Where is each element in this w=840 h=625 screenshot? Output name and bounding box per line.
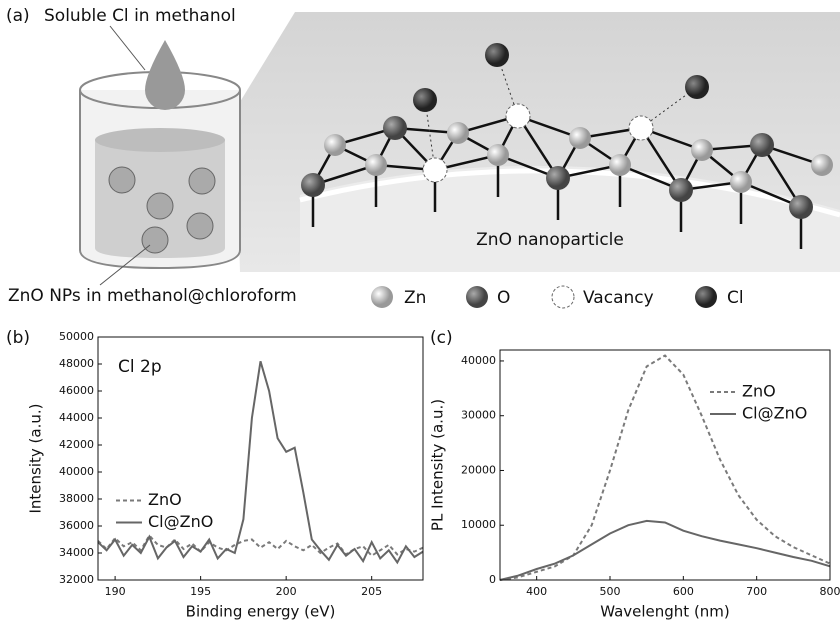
legend-label: Zn	[404, 288, 426, 308]
y-axis-label: PL Intensity (a.u.)	[429, 399, 447, 531]
y-tick-label: 50000	[59, 330, 94, 343]
series-line	[500, 521, 830, 580]
legend: Zn O Vacancy Cl	[371, 286, 744, 308]
x-tick-label: 205	[361, 585, 382, 598]
x-tick-label: 600	[673, 585, 694, 598]
particle-label: ZnO nanoparticle	[476, 230, 624, 250]
y-tick-label: 34000	[59, 546, 94, 559]
legend-label: Vacancy	[583, 288, 654, 308]
plot-frame	[500, 350, 830, 580]
legend-label: ZnO	[742, 382, 776, 401]
panel-label: (c)	[430, 328, 453, 348]
y-tick-label: 36000	[59, 519, 94, 532]
x-axis-label: Wavelenght (nm)	[600, 603, 730, 621]
droplet	[145, 40, 185, 110]
y-tick-label: 42000	[59, 438, 94, 451]
x-tick-label: 195	[190, 585, 211, 598]
liquid-top	[95, 128, 225, 152]
pointer	[110, 26, 145, 70]
y-tick-label: 20000	[461, 463, 496, 476]
legend-label: O	[497, 288, 510, 308]
y-tick-label: 0	[489, 573, 496, 586]
x-tick-label: 500	[600, 585, 621, 598]
x-tick-label: 400	[526, 585, 547, 598]
figure: (a) Soluble Cl in methanol ZnO NPs in me…	[0, 0, 840, 625]
y-tick-label: 40000	[59, 465, 94, 478]
y-tick-label: 30000	[461, 409, 496, 422]
y-tick-label: 44000	[59, 411, 94, 424]
y-tick-label: 48000	[59, 357, 94, 370]
legend-label: Cl@ZnO	[742, 404, 807, 423]
x-tick-label: 200	[276, 585, 297, 598]
x-tick-label: 800	[820, 585, 840, 598]
y-tick-label: 40000	[461, 354, 496, 367]
x-axis-label: Binding energy (eV)	[186, 603, 336, 621]
panel-label: (a)	[6, 6, 30, 26]
series-line	[500, 356, 830, 581]
legend-label: Cl@ZnO	[148, 512, 213, 531]
legend-label: ZnO	[148, 490, 182, 509]
y-tick-label: 38000	[59, 492, 94, 505]
legend-label: Cl	[727, 288, 744, 308]
diagram: (a) Soluble Cl in methanol ZnO NPs in me…	[6, 6, 840, 308]
panel-label: (b)	[6, 328, 30, 348]
beaker-label: ZnO NPs in methanol@chloroform	[8, 286, 297, 306]
y-tick-label: 32000	[59, 573, 94, 586]
annotation: Cl 2p	[118, 357, 162, 377]
y-tick-label: 46000	[59, 384, 94, 397]
series-line	[98, 361, 423, 562]
x-tick-label: 700	[746, 585, 767, 598]
y-axis-label: Intensity (a.u.)	[27, 404, 45, 514]
y-tick-label: 10000	[461, 518, 496, 531]
source-label: Soluble Cl in methanol	[44, 6, 236, 26]
x-tick-label: 190	[105, 585, 126, 598]
